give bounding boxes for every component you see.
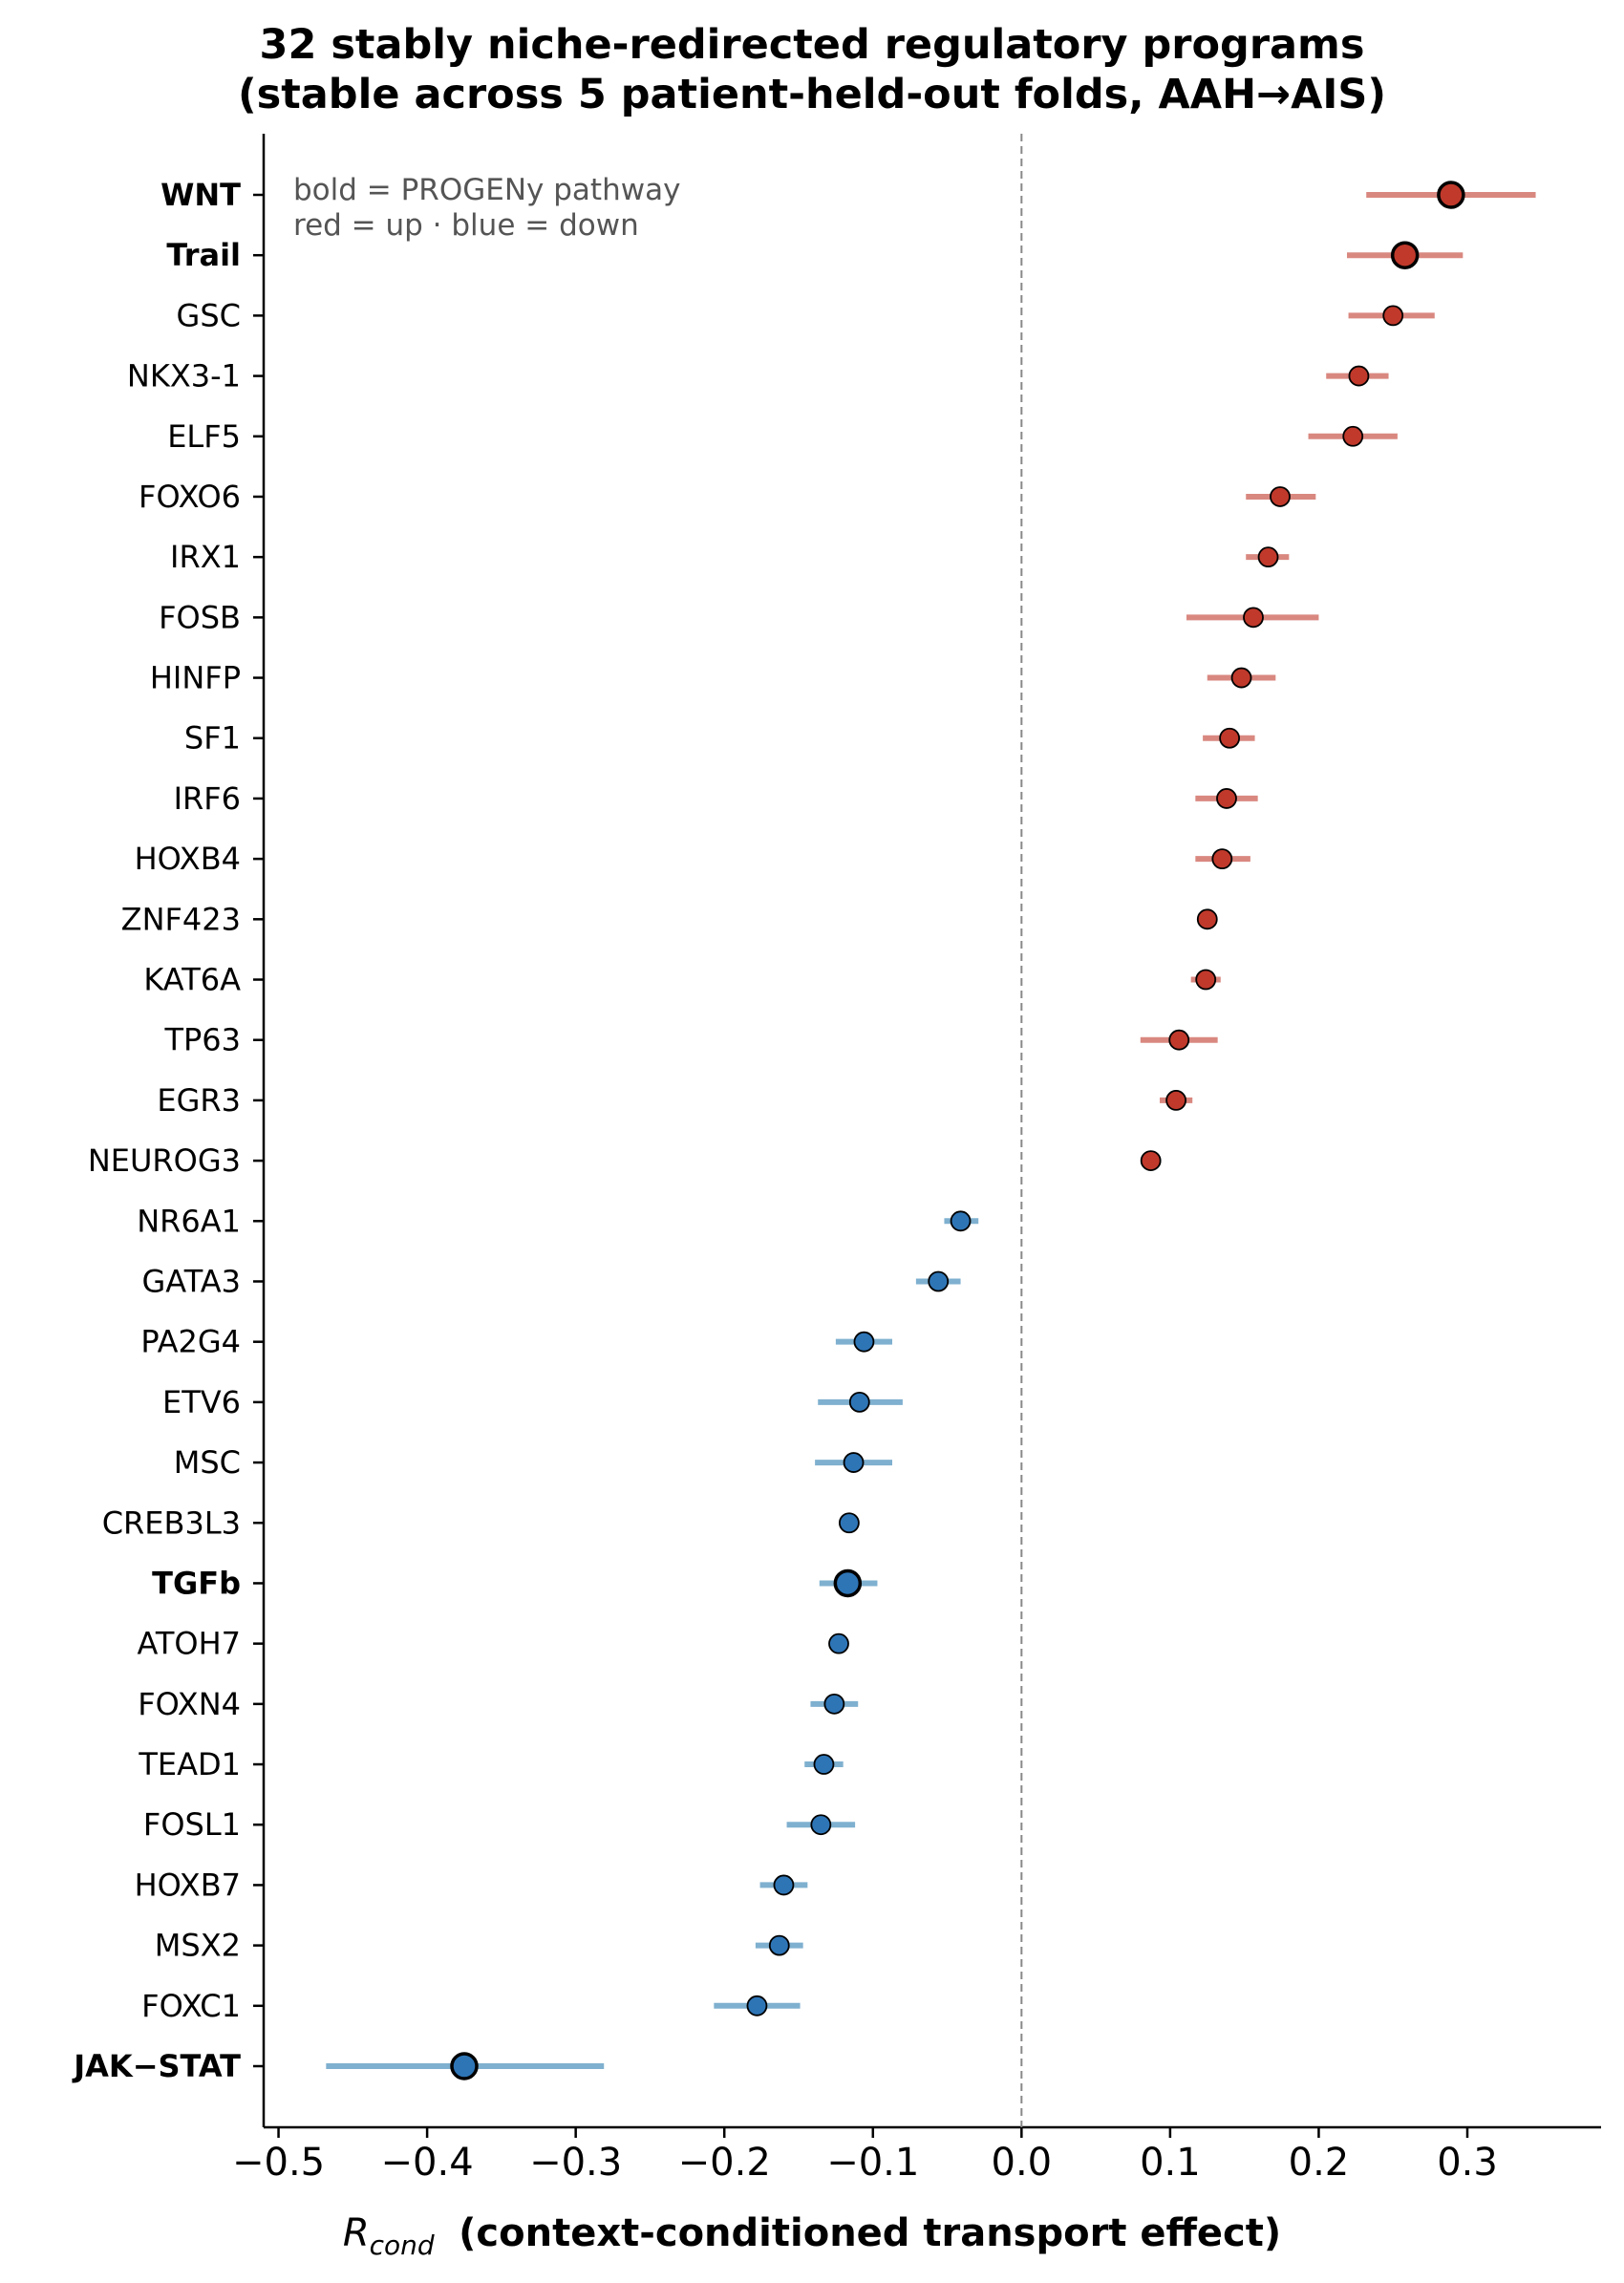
program-point xyxy=(810,1814,832,1836)
y-tick-label: SF1 xyxy=(184,720,241,757)
program-point xyxy=(1243,607,1264,629)
y-tick-label: FOXO6 xyxy=(139,479,241,515)
y-tick-label: HOXB7 xyxy=(135,1867,241,1903)
pathway-point xyxy=(450,2052,479,2080)
program-point xyxy=(843,1452,865,1473)
program-point xyxy=(1140,1150,1162,1171)
pathway-point xyxy=(1437,181,1465,209)
y-tick-label: NKX3-1 xyxy=(127,358,241,395)
legend-note-colors: red = up · blue = down xyxy=(293,208,639,243)
program-point xyxy=(823,1693,845,1715)
program-point xyxy=(1165,1090,1187,1111)
y-tick-label: FOSB xyxy=(159,599,241,635)
x-axis-description: (context-conditioned transport effect) xyxy=(459,2211,1282,2255)
y-tick-label: TGFb xyxy=(152,1565,241,1601)
y-tick-label: MSC xyxy=(174,1444,241,1481)
program-point xyxy=(1196,908,1218,930)
program-point xyxy=(1211,848,1233,870)
program-point xyxy=(1270,486,1291,507)
x-tick-label: −0.4 xyxy=(381,2141,474,2185)
program-point xyxy=(1168,1029,1190,1051)
y-tick-label: FOXN4 xyxy=(138,1686,241,1722)
program-point xyxy=(773,1874,795,1896)
y-tick-label: ZNF423 xyxy=(121,901,241,937)
x-tick-label: −0.5 xyxy=(232,2141,325,2185)
x-tick-label: −0.3 xyxy=(529,2141,622,2185)
y-tick-label: HOXB4 xyxy=(135,841,241,877)
y-tick-label: IRX1 xyxy=(170,539,241,575)
y-tick-label: KAT6A xyxy=(143,962,241,998)
program-point xyxy=(1348,365,1370,387)
chart-title: 32 stably niche-redirected regulatory pr… xyxy=(259,21,1365,69)
program-point xyxy=(768,1934,790,1956)
x-axis-symbol: Rcond xyxy=(342,2211,435,2259)
y-tick-label: PA2G4 xyxy=(140,1324,241,1360)
program-point xyxy=(848,1391,870,1413)
y-tick-label: Trail xyxy=(166,237,241,273)
program-point xyxy=(1382,305,1404,327)
chart-subtitle: (stable across 5 patient-held-out folds,… xyxy=(237,71,1386,118)
y-tick-label: TP63 xyxy=(163,1022,241,1058)
y-tick-label: ELF5 xyxy=(167,418,241,455)
y-tick-label: FOXC1 xyxy=(141,1988,241,2024)
program-point xyxy=(950,1210,972,1232)
program-point xyxy=(928,1270,950,1292)
x-axis-label: Rcond (context-conditioned transport eff… xyxy=(0,2214,1624,2259)
y-tick-label: GATA3 xyxy=(141,1263,241,1299)
program-point xyxy=(1195,969,1217,991)
y-tick-label: TEAD1 xyxy=(138,1746,241,1782)
program-point xyxy=(838,1512,860,1534)
y-tick-label: NEUROG3 xyxy=(88,1142,241,1179)
x-tick-label: 0.0 xyxy=(992,2141,1053,2185)
program-point xyxy=(1230,667,1252,689)
x-tick-label: −0.1 xyxy=(826,2141,919,2185)
y-tick-label: JAK−STAT xyxy=(72,2048,241,2084)
program-point xyxy=(813,1754,835,1775)
pathway-point xyxy=(1390,241,1420,269)
x-axis-symbol-base: R xyxy=(342,2211,370,2255)
y-tick-label: FOSL1 xyxy=(143,1806,241,1843)
y-tick-label: IRF6 xyxy=(174,780,241,817)
y-tick-label: CREB3L3 xyxy=(102,1504,241,1541)
x-tick-label: 0.1 xyxy=(1140,2141,1201,2185)
program-point xyxy=(853,1331,875,1353)
x-axis-symbol-subscript: cond xyxy=(369,2230,435,2261)
y-tick-label: NR6A1 xyxy=(137,1203,241,1239)
y-tick-label: GSC xyxy=(177,297,241,333)
x-tick-label: −0.2 xyxy=(678,2141,771,2185)
y-tick-label: ETV6 xyxy=(162,1384,241,1420)
y-tick-label: ATOH7 xyxy=(137,1626,241,1662)
y-tick-label: EGR3 xyxy=(157,1082,241,1119)
program-point xyxy=(1257,546,1279,568)
program-point xyxy=(1216,788,1237,809)
pathway-point xyxy=(833,1568,863,1598)
y-tick-label: MSX2 xyxy=(155,1928,241,1964)
x-tick-label: 0.3 xyxy=(1437,2141,1498,2185)
program-point xyxy=(1342,425,1364,447)
y-tick-label: WNT xyxy=(160,177,241,213)
y-tick-label: HINFP xyxy=(150,660,241,696)
x-tick-label: 0.2 xyxy=(1289,2141,1350,2185)
legend-note-bold: bold = PROGENy pathway xyxy=(293,173,681,207)
program-point xyxy=(828,1632,849,1654)
program-point xyxy=(746,1995,768,2016)
program-point xyxy=(1219,727,1241,749)
